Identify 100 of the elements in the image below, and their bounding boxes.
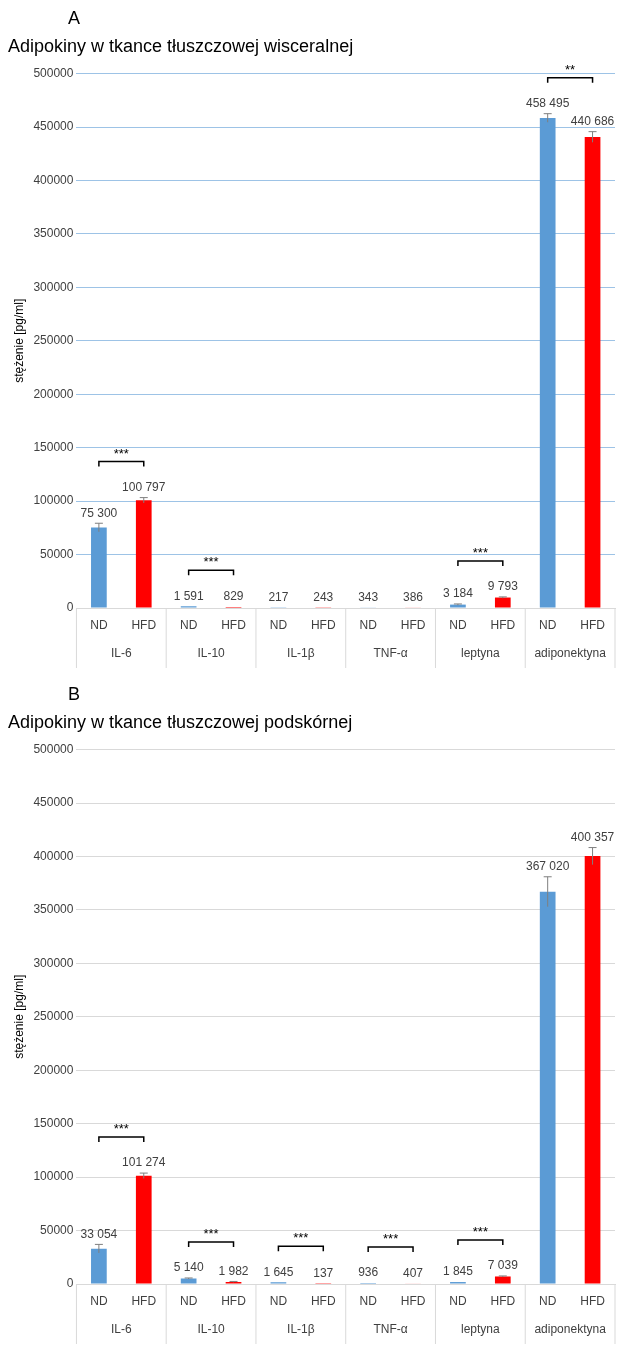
data-label: 829 xyxy=(223,589,244,604)
text: ND xyxy=(359,618,377,633)
text: A xyxy=(68,8,81,30)
x-tick-label: IL-1β xyxy=(287,1322,315,1337)
x-tick-label: IL-10 xyxy=(197,1322,226,1337)
y-tick-label: 350000 xyxy=(33,902,74,917)
annotation: ** xyxy=(565,61,576,77)
text: ND xyxy=(449,618,467,633)
bar xyxy=(539,117,556,608)
data-label: 1 645 xyxy=(263,1264,294,1279)
bar xyxy=(135,1175,152,1284)
bar xyxy=(539,891,556,1284)
y-tick-label: 450000 xyxy=(33,795,74,810)
y-tick-label: 250000 xyxy=(33,1009,74,1024)
annotation: *** xyxy=(472,544,488,560)
text: ND xyxy=(90,618,108,633)
x-tick-label: TNF-α xyxy=(373,1322,408,1337)
bar xyxy=(91,527,107,608)
text: HFD xyxy=(490,618,516,633)
y-tick-label: 500000 xyxy=(33,741,74,756)
bar xyxy=(584,137,601,608)
data-label: 386 xyxy=(403,589,424,604)
bar xyxy=(584,856,601,1284)
x-tick-label: TNF-α xyxy=(373,646,408,661)
text: HFD xyxy=(221,1294,246,1309)
data-label: 243 xyxy=(313,590,334,605)
annotation: *** xyxy=(472,1224,488,1240)
data-label: 3 184 xyxy=(442,586,474,601)
y-tick-label: 250000 xyxy=(33,333,74,348)
annotation: *** xyxy=(203,554,219,570)
data-label: 936 xyxy=(358,1265,379,1280)
data-label: 1 591 xyxy=(173,588,204,603)
x-tick-label: IL-6 xyxy=(110,1322,132,1337)
y-tick-label: 300000 xyxy=(33,955,74,970)
y-axis-title: stężenie [pg/ml] xyxy=(11,974,26,1059)
data-label: 9 793 xyxy=(487,579,519,594)
y-tick-label: 400000 xyxy=(33,172,74,187)
text: HFD xyxy=(221,618,246,633)
data-label: 367 020 xyxy=(525,859,570,874)
y-tick-label: 150000 xyxy=(33,439,74,454)
data-label: 458 495 xyxy=(525,96,570,110)
y-tick-label: 500000 xyxy=(33,65,74,80)
bar xyxy=(494,1276,511,1284)
y-tick-label: 400000 xyxy=(33,848,74,863)
annotation: *** xyxy=(113,445,129,461)
data-label: 217 xyxy=(268,590,289,605)
data-label: 75 300 xyxy=(80,505,118,520)
data-label: 343 xyxy=(358,589,379,604)
text: ND xyxy=(539,1294,557,1309)
y-tick-label: 450000 xyxy=(33,119,74,134)
text: ND xyxy=(179,618,198,633)
bar xyxy=(135,500,152,608)
data-label: 137 xyxy=(313,1266,334,1281)
x-tick-label: IL-6 xyxy=(110,646,132,661)
annotation: *** xyxy=(113,1121,129,1137)
y-tick-label: 50000 xyxy=(40,546,74,561)
annotation: *** xyxy=(203,1226,219,1242)
text: HFD xyxy=(400,618,426,633)
text: HFD xyxy=(131,618,157,633)
text: HFD xyxy=(580,618,605,633)
data-label: 5 140 xyxy=(173,1260,204,1275)
y-tick-label: 200000 xyxy=(33,386,74,401)
y-tick-label: 150000 xyxy=(33,1115,74,1130)
data-label: 7 039 xyxy=(487,1258,519,1273)
series-label: HFD xyxy=(310,618,336,633)
text: B xyxy=(68,684,81,706)
y-tick-label: 100000 xyxy=(33,493,74,508)
data-label: 1 845 xyxy=(442,1264,474,1279)
text: ND xyxy=(179,1294,198,1309)
data-label: 101 274 xyxy=(122,1155,166,1170)
y-tick-label: 350000 xyxy=(33,226,74,241)
text: HFD xyxy=(490,1294,516,1309)
text: HFD xyxy=(400,1294,426,1309)
data-label: 100 797 xyxy=(122,479,166,494)
series-label: HFD xyxy=(310,1294,336,1309)
bar xyxy=(494,597,511,608)
text: ND xyxy=(359,1294,377,1309)
text: ND xyxy=(449,1294,467,1309)
data-label: 400 357 xyxy=(570,829,615,844)
series-label: ND xyxy=(90,1294,108,1309)
y-tick-label: 0 xyxy=(66,1276,74,1291)
x-tick-label: leptyna xyxy=(461,1322,501,1337)
data-label: 33 054 xyxy=(80,1226,118,1241)
data-label: 440 686 xyxy=(570,113,615,128)
chart-title: Adipokiny w tkance tłuszczowej podskórnej xyxy=(8,711,353,732)
series-label: ND xyxy=(269,618,288,633)
data-label: 1 982 xyxy=(218,1263,249,1278)
data-label: 407 xyxy=(403,1265,424,1280)
text: HFD xyxy=(131,1294,157,1309)
x-tick-label: leptyna xyxy=(461,646,501,661)
y-tick-label: 50000 xyxy=(40,1222,74,1237)
x-tick-label: IL-1β xyxy=(287,646,315,661)
y-tick-label: 300000 xyxy=(33,279,74,294)
x-tick-label: adiponektyna xyxy=(534,646,607,661)
text: ND xyxy=(269,1294,288,1309)
y-axis-title: stężenie [pg/ml] xyxy=(11,298,26,383)
x-tick-label: IL-10 xyxy=(197,646,226,661)
annotation: *** xyxy=(383,1231,399,1247)
bar xyxy=(91,1248,107,1284)
bar xyxy=(180,1278,197,1284)
